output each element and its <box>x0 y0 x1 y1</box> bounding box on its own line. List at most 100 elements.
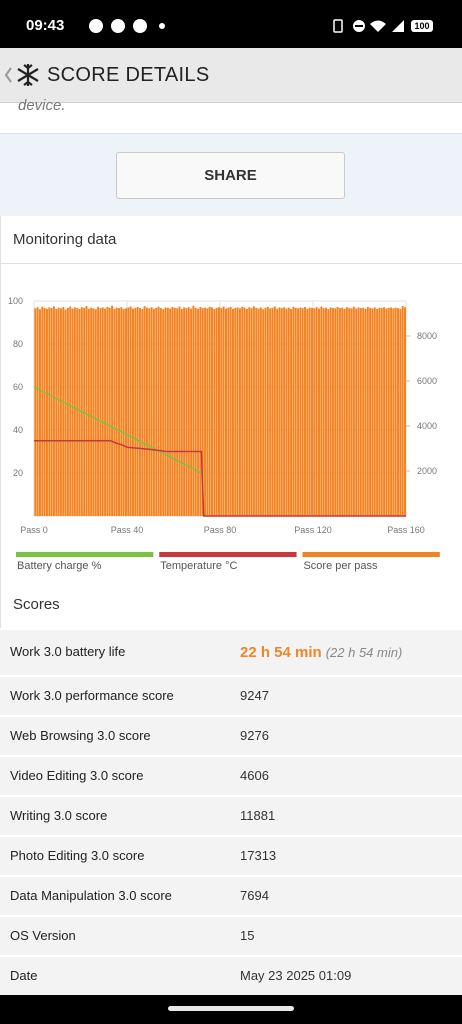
home-indicator[interactable] <box>168 1006 294 1011</box>
bar <box>392 308 395 516</box>
bar <box>234 307 237 516</box>
score-row: OS Version 15 <box>0 915 462 955</box>
bar <box>164 307 167 516</box>
bar <box>357 307 360 516</box>
bar <box>290 309 293 516</box>
score-value: 11881 <box>240 808 275 823</box>
back-icon[interactable] <box>3 62 45 88</box>
bar <box>187 307 190 516</box>
bar <box>129 306 132 516</box>
bar <box>285 308 288 516</box>
bar <box>97 306 100 516</box>
bar <box>90 307 93 516</box>
bar <box>38 309 41 516</box>
bar <box>399 308 402 516</box>
bar <box>43 307 46 516</box>
bar <box>206 308 209 516</box>
bar <box>122 309 125 516</box>
bar <box>338 308 341 516</box>
bar <box>306 308 309 516</box>
bar <box>118 308 121 516</box>
bar <box>283 307 286 516</box>
y2-tick-label: 2000 <box>417 466 437 476</box>
bar <box>229 306 232 516</box>
bar <box>215 307 218 516</box>
bar <box>194 307 197 516</box>
bar <box>131 308 134 516</box>
score-value: 7694 <box>240 888 269 903</box>
bar <box>383 307 386 516</box>
bar <box>248 307 251 516</box>
bar <box>115 307 118 516</box>
score-row: Work 3.0 battery life 22 h 54 min (22 h 54… <box>0 628 462 675</box>
bar <box>334 308 337 516</box>
bar <box>224 308 227 516</box>
bar <box>376 309 379 516</box>
y2-tick-label: 4000 <box>417 421 437 431</box>
bar <box>276 308 279 516</box>
bar <box>185 308 188 516</box>
bar <box>41 306 44 516</box>
bar <box>125 308 127 516</box>
bar <box>208 306 211 516</box>
score-label: Work 3.0 performance score <box>10 688 174 703</box>
bar <box>218 307 220 516</box>
bar <box>390 307 393 516</box>
bar <box>64 309 67 516</box>
chart: Pass 0 Pass 40 Pass 80 Pass 120 Pass 160 20 40… <box>8 296 440 572</box>
score-value: 9247 <box>240 688 269 703</box>
bar <box>192 305 195 516</box>
score-row: Data Manipulation 3.0 score 7694 <box>0 875 462 915</box>
bar <box>45 308 48 516</box>
bar <box>238 308 241 516</box>
bar <box>48 307 51 516</box>
bar <box>401 306 404 516</box>
bar <box>257 308 260 516</box>
bar <box>262 309 265 516</box>
bar <box>359 308 362 516</box>
bar <box>148 308 151 516</box>
bar <box>104 308 107 516</box>
bar <box>166 307 169 516</box>
score-value-text: 7694 <box>240 888 269 903</box>
system-icons <box>333 19 433 33</box>
x-tick-label: Pass 120 <box>294 525 332 535</box>
bar <box>250 308 253 516</box>
y2-tick-label: 8000 <box>417 331 437 341</box>
bar <box>317 308 320 516</box>
legend-label: Battery charge % <box>17 560 102 572</box>
bar <box>345 307 348 516</box>
bar <box>197 308 200 516</box>
bar <box>59 308 62 516</box>
bar <box>301 308 304 516</box>
bar <box>327 309 330 516</box>
line <box>33 386 202 474</box>
x-tick-label: Pass 40 <box>111 525 144 535</box>
bar <box>134 307 137 516</box>
score-value: 15 <box>240 928 254 943</box>
bar <box>101 307 104 516</box>
score-label: OS Version <box>10 928 76 943</box>
bar <box>308 307 311 516</box>
score-value-text: 15 <box>240 928 255 943</box>
bar <box>362 307 365 516</box>
share-button[interactable]: SHARE <box>116 152 345 199</box>
y-tick-label: 80 <box>13 339 23 349</box>
bar <box>299 307 302 516</box>
bar <box>348 307 351 516</box>
bar <box>178 306 181 516</box>
bar <box>259 307 262 516</box>
score-value: 9276 <box>240 728 269 743</box>
score-value-text: 22 h 54 min <box>240 644 322 661</box>
bar <box>106 306 109 516</box>
bar <box>76 308 79 516</box>
score-row: Photo Editing 3.0 score 17313 <box>0 835 462 875</box>
bar <box>190 308 193 516</box>
header-title: SCORE DETAILS <box>47 64 210 86</box>
bar <box>273 306 276 516</box>
bar <box>143 306 146 516</box>
bar <box>52 306 55 516</box>
x-tick-label: Pass 0 <box>20 525 48 535</box>
bar <box>34 308 37 516</box>
